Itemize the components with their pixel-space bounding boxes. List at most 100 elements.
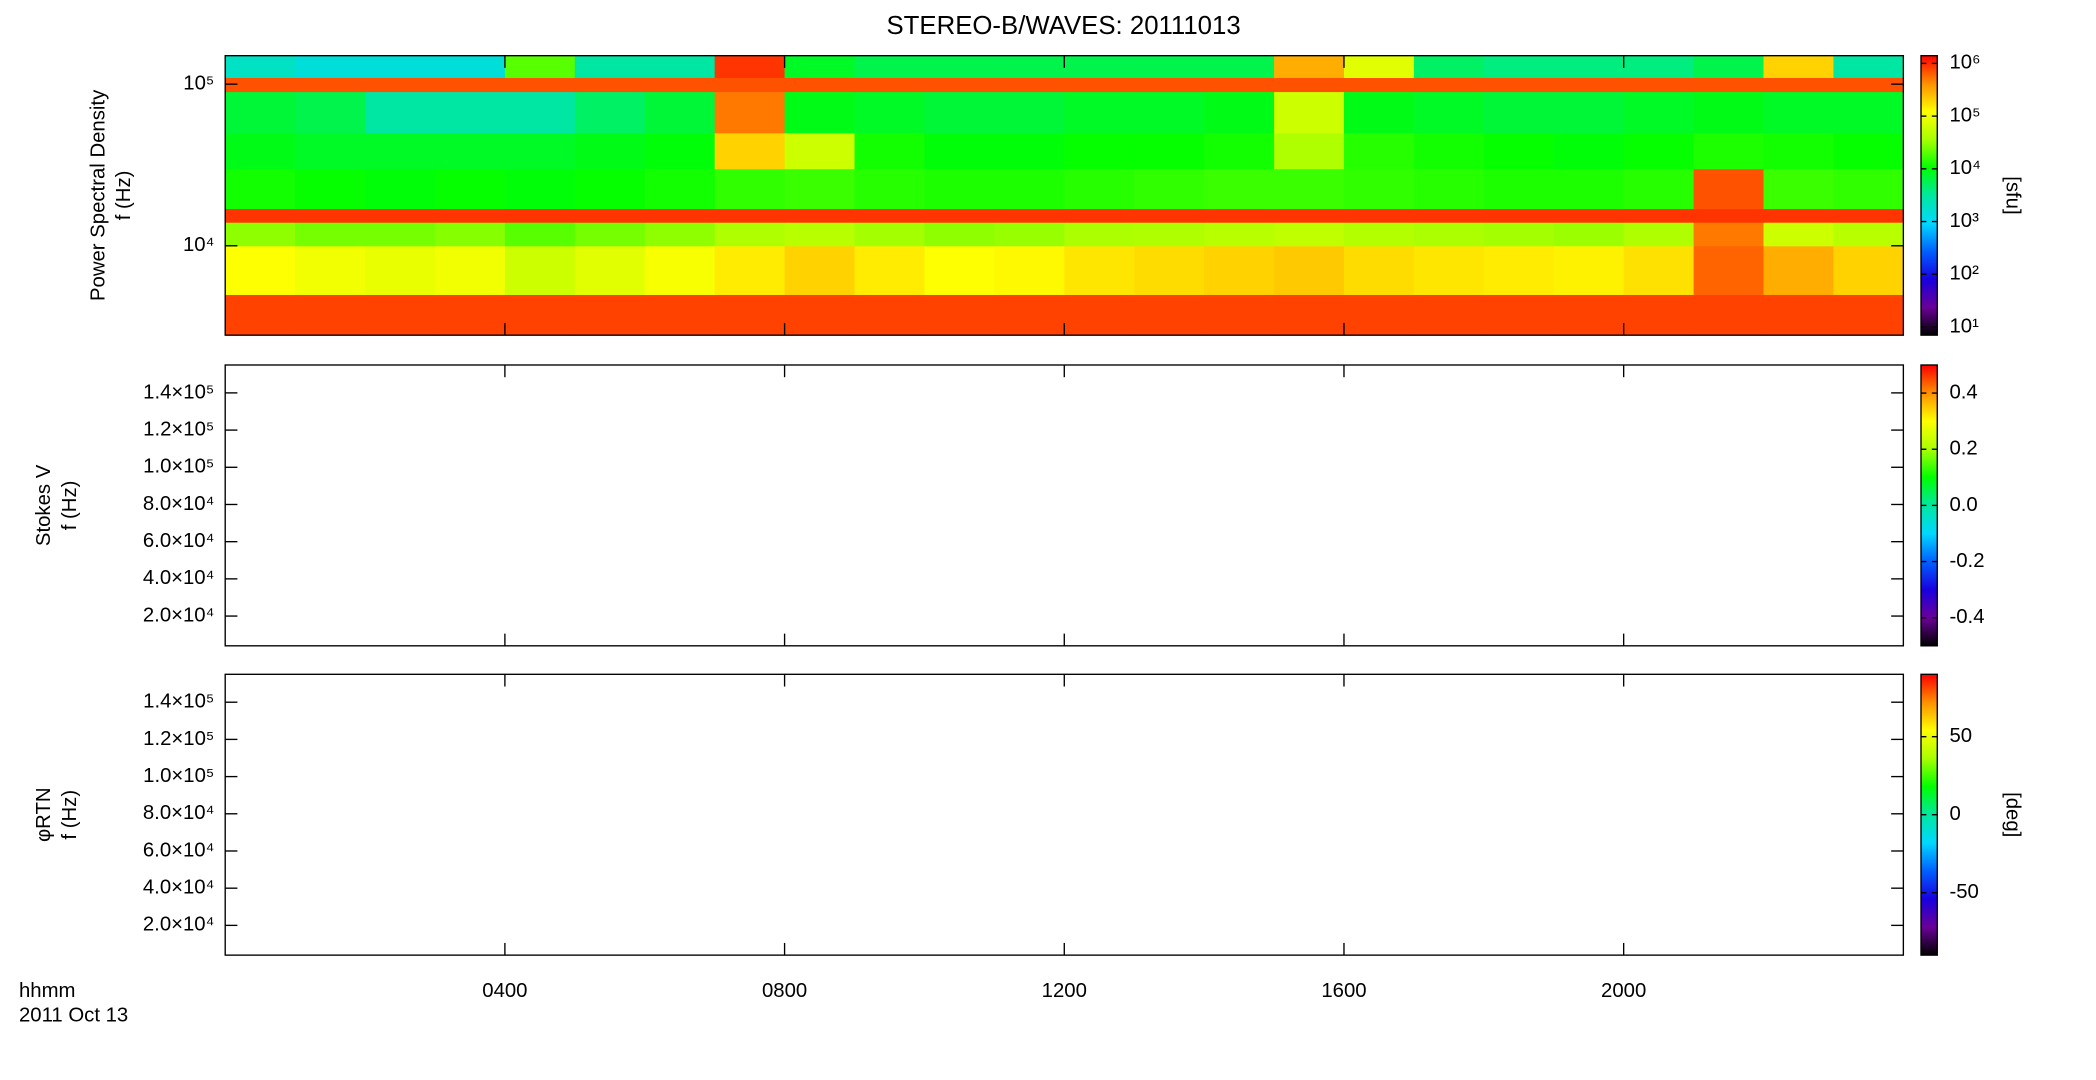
heatmap-cell bbox=[434, 208, 506, 223]
heatmap-cell bbox=[434, 77, 506, 93]
colorbar-tick-label: 0.4 bbox=[1949, 381, 1977, 403]
heatmap-cell bbox=[1763, 77, 1834, 93]
y-tick-label: 10⁴ bbox=[183, 234, 214, 256]
heatmap-cell bbox=[714, 91, 786, 134]
heatmap-cell bbox=[1134, 208, 1205, 223]
heatmap-cell bbox=[1833, 91, 1904, 134]
heatmap-cell bbox=[434, 168, 506, 210]
heatmap-cell bbox=[1763, 294, 1834, 336]
heatmap-cell bbox=[1763, 168, 1834, 210]
heatmap-cell bbox=[1204, 55, 1275, 78]
heatmap-cell bbox=[924, 77, 995, 93]
heatmap-cell bbox=[784, 222, 856, 247]
heatmap-cell bbox=[1693, 168, 1765, 210]
heatmap-cell bbox=[1064, 132, 1135, 170]
heatmap-cell bbox=[854, 222, 925, 247]
heatmap-cell bbox=[225, 245, 296, 295]
x-tick-label: 0400 bbox=[482, 980, 527, 1002]
colorbar-tick-label: 50 bbox=[1949, 725, 1972, 747]
heatmap-cell bbox=[1413, 208, 1485, 223]
heatmap-cell bbox=[714, 294, 786, 336]
colorbar-tick-label: 10³ bbox=[1949, 210, 1979, 232]
heatmap-cell bbox=[1693, 132, 1765, 170]
heatmap-cell bbox=[854, 77, 925, 93]
heatmap-cell bbox=[365, 245, 436, 295]
heatmap-cell bbox=[714, 222, 786, 247]
colorbar-tick-label: 10⁴ bbox=[1949, 157, 1980, 179]
heatmap-cell bbox=[784, 208, 856, 223]
y-tick-label: 2.0×10⁴ bbox=[143, 604, 214, 626]
colorbar-tick-label: 0.0 bbox=[1949, 494, 1977, 516]
heatmap-cell bbox=[644, 55, 716, 78]
date-label: 2011 Oct 13 bbox=[19, 1005, 128, 1027]
heatmap-cell bbox=[1483, 91, 1555, 134]
heatmap-cell bbox=[994, 168, 1065, 210]
heatmap-cell bbox=[1204, 91, 1275, 134]
heatmap-cell bbox=[365, 77, 436, 93]
heatmap-cell bbox=[1553, 168, 1625, 210]
heatmap-cell bbox=[1833, 55, 1904, 78]
colorbar-tick-label: -0.2 bbox=[1949, 550, 1984, 572]
x-tick-label: 1600 bbox=[1321, 980, 1366, 1002]
heatmap-cell bbox=[1274, 132, 1345, 170]
colorbar-tick-label: 0.2 bbox=[1949, 438, 1977, 460]
y-axis-label: Stokes V bbox=[33, 464, 55, 546]
y-axis-label: f (Hz) bbox=[59, 790, 81, 840]
heatmap-cell bbox=[365, 91, 436, 134]
heatmap-cell bbox=[434, 132, 506, 170]
heatmap-cell bbox=[1833, 222, 1904, 247]
heatmap-cell bbox=[504, 168, 576, 210]
heatmap-cell bbox=[1623, 132, 1695, 170]
heatmap-cell bbox=[784, 132, 856, 170]
heatmap-cell bbox=[1064, 168, 1135, 210]
heatmap-cell bbox=[1483, 77, 1555, 93]
heatmap-cell bbox=[1553, 91, 1625, 134]
heatmap-cell bbox=[1134, 168, 1205, 210]
heatmap-cell bbox=[994, 245, 1065, 295]
heatmap-cell bbox=[1833, 168, 1904, 210]
chart-title: STEREO-B/WAVES: 20111013 bbox=[886, 12, 1240, 40]
plot-frame bbox=[224, 364, 1905, 647]
heatmap-cell bbox=[1204, 132, 1275, 170]
colorbar-tick-label: 10⁵ bbox=[1949, 104, 1980, 126]
heatmap-cell bbox=[1274, 208, 1345, 223]
y-axis-label: Power Spectral Density bbox=[87, 89, 109, 301]
heatmap-cell bbox=[994, 132, 1065, 170]
heatmap-cell bbox=[574, 77, 646, 93]
heatmap-cell bbox=[644, 77, 716, 93]
y-tick-label: 1.2×10⁵ bbox=[143, 728, 214, 750]
heatmap-cell bbox=[295, 132, 366, 170]
heatmap-cell bbox=[1553, 132, 1625, 170]
heatmap-cell bbox=[1134, 77, 1205, 93]
heatmap-cell bbox=[295, 222, 366, 247]
heatmap-cell bbox=[854, 168, 925, 210]
heatmap-cell bbox=[1693, 55, 1765, 78]
heatmap-cell bbox=[1763, 222, 1834, 247]
heatmap-cell bbox=[295, 168, 366, 210]
heatmap-cell bbox=[1833, 294, 1904, 336]
y-tick-label: 1.2×10⁵ bbox=[143, 418, 214, 440]
heatmap-cell bbox=[1274, 55, 1345, 78]
heatmap-cell bbox=[784, 91, 856, 134]
heatmap-cell bbox=[225, 55, 296, 78]
heatmap-cell bbox=[1623, 77, 1695, 93]
heatmap-cell bbox=[434, 91, 506, 134]
heatmap-cell bbox=[295, 245, 366, 295]
heatmap-cell bbox=[504, 91, 576, 134]
y-tick-label: 1.0×10⁵ bbox=[143, 456, 214, 478]
heatmap-cell bbox=[1274, 294, 1345, 336]
heatmap-cell bbox=[1274, 168, 1345, 210]
heatmap-cell bbox=[574, 222, 646, 247]
y-tick-label: 8.0×10⁴ bbox=[143, 802, 214, 824]
heatmap-cell bbox=[644, 208, 716, 223]
heatmap-cell bbox=[644, 168, 716, 210]
heatmap-cell bbox=[295, 77, 366, 93]
heatmap-cell bbox=[1204, 208, 1275, 223]
heatmap-cell bbox=[225, 222, 296, 247]
heatmap-cell bbox=[1483, 132, 1555, 170]
heatmap-cell bbox=[924, 245, 995, 295]
heatmap-cell bbox=[504, 77, 576, 93]
heatmap-cell bbox=[1483, 168, 1555, 210]
heatmap-cell bbox=[1483, 294, 1555, 336]
